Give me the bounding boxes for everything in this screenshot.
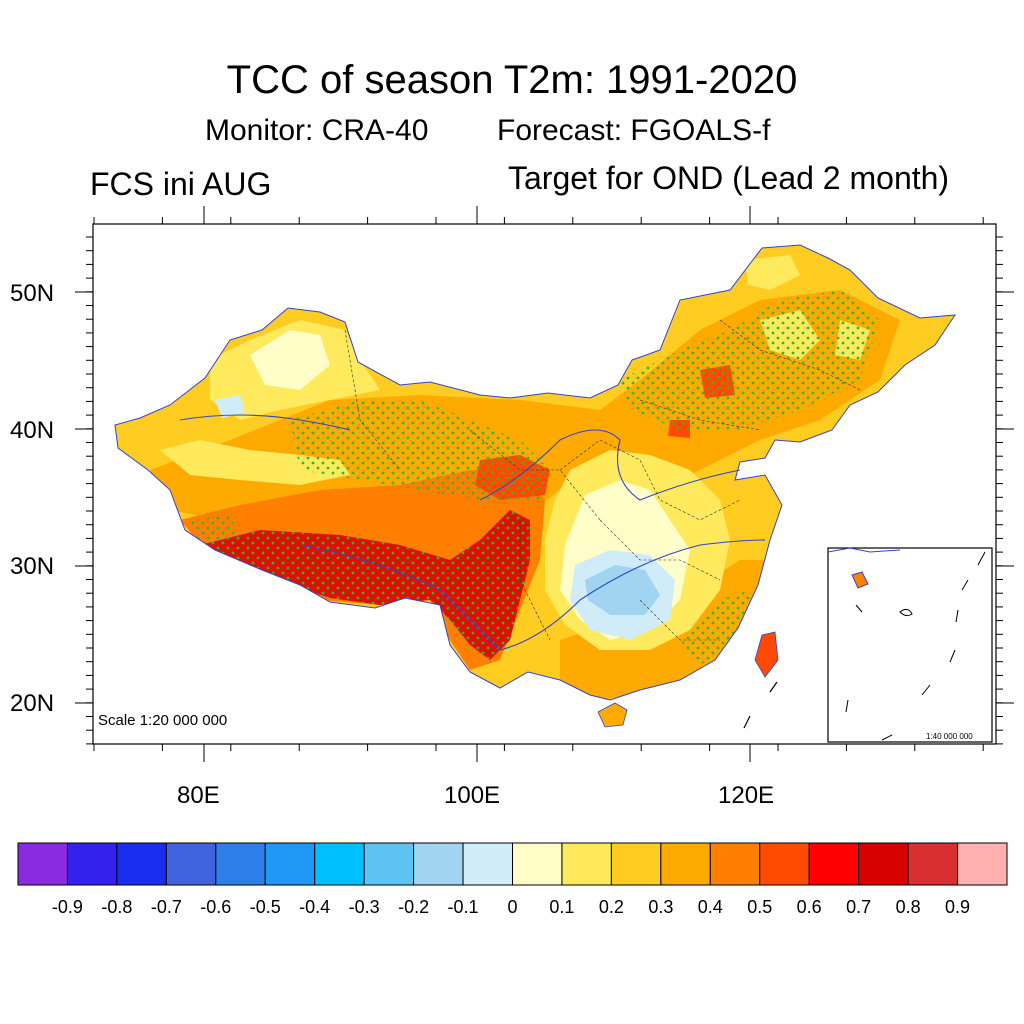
colorbar-label-15: 0.6 <box>796 897 822 917</box>
colorbar-label-0: -0.9 <box>51 897 83 917</box>
lat-label-50n: 50N <box>10 280 55 307</box>
colorbar-label-2: -0.7 <box>150 897 182 917</box>
axis-ticks <box>75 206 1014 762</box>
province-boundaries <box>344 319 861 641</box>
target-label: Target for OND (Lead 2 month) <box>508 160 950 196</box>
hainan-island <box>597 702 628 728</box>
lon-label-120e: 120E <box>718 782 775 809</box>
south-china-sea-inset <box>827 547 993 743</box>
colorbar-label-18: 0.9 <box>945 897 971 917</box>
colorbar-label-8: -0.1 <box>447 897 479 917</box>
scale-inset-label: 1:40 000 000 <box>926 732 973 741</box>
colorbar-label-16: 0.7 <box>846 897 872 917</box>
colorbar-label-4: -0.5 <box>249 897 281 917</box>
lat-label-40n: 40N <box>10 417 55 444</box>
colorbar-label-1: -0.8 <box>101 897 133 917</box>
inset-contents <box>827 547 986 741</box>
forecast-label: Forecast: FGOALS-f <box>497 114 771 147</box>
monitor-label: Monitor: CRA-40 <box>205 114 429 147</box>
sea-boundary-dashes <box>743 681 778 729</box>
colorbar-label-12: 0.3 <box>648 897 674 917</box>
taiwan-island <box>754 631 779 678</box>
chart-title: TCC of season T2m: 1991-2020 <box>226 58 798 102</box>
china-border <box>114 244 956 701</box>
colorbar-label-14: 0.5 <box>747 897 773 917</box>
colorbar-label-3: -0.6 <box>200 897 232 917</box>
colorbar-label-13: 0.4 <box>697 897 723 917</box>
colorbar-label-10: 0.1 <box>549 897 575 917</box>
colorbar-label-9: 0 <box>507 897 518 917</box>
lat-label-20n: 20N <box>10 690 55 717</box>
colorbar-label-11: 0.2 <box>598 897 624 917</box>
lon-label-100e: 100E <box>444 782 501 809</box>
lat-label-30n: 30N <box>10 553 55 580</box>
rivers <box>179 414 766 651</box>
lon-label-80e: 80E <box>177 782 220 809</box>
colorbar-label-5: -0.4 <box>299 897 331 917</box>
colorbar-label-6: -0.3 <box>348 897 380 917</box>
scale-main-label: Scale 1:20 000 000 <box>98 712 228 729</box>
colorbar-label-17: 0.8 <box>895 897 921 917</box>
colorbar-label-7: -0.2 <box>398 897 430 917</box>
init-label: FCS ini AUG <box>90 166 272 202</box>
